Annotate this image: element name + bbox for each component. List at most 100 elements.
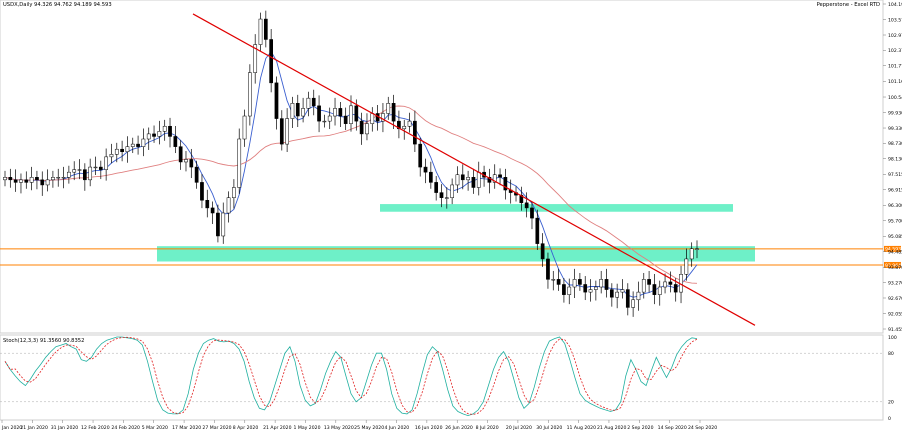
marker-price-label: 93.964 [885,263,901,269]
oscillator-tick-label: 20 [888,400,894,406]
candle-body [67,171,71,178]
candle-body [19,179,23,183]
candle-body [695,248,699,250]
candle-body [524,202,529,209]
candle-body [120,148,124,153]
candle-body [439,192,444,198]
candle-body [407,120,412,127]
candle-body [498,174,502,178]
candle-body [562,284,566,295]
candle-body [109,154,114,158]
candle-body [631,299,635,308]
candle-body [173,136,178,147]
time-tick-label: 11 Aug 2020 [567,425,597,431]
price-tick-label: 98.730 [888,141,902,147]
candle-body [8,177,13,181]
candle-body [93,166,98,169]
candle-body [237,138,242,188]
broker-label: Pepperstone - Excel RTD [817,2,880,8]
stochastic-main-line [4,336,698,417]
candle-body [625,289,630,308]
candle-body [290,103,295,119]
price-axis: 104.190 103.575 102.975 102.375 101.775 101.1… [883,2,902,333]
trendline-layer[interactable] [192,13,756,326]
candle-body [647,279,651,285]
time-tick-label: 21 Aug 2020 [597,425,627,431]
candle-body [519,194,524,204]
candle-body [471,177,476,188]
candle-body [530,207,534,219]
zone-rect [157,246,755,262]
symbol-info: USDX,Daily 94.326 94.762 94.189 94.593 [3,2,112,8]
candle-body [263,18,268,40]
candle-body [45,179,50,186]
candle-body [295,103,300,117]
candle-body [333,108,337,117]
candle-body [604,279,609,290]
candle-body [423,166,428,173]
candle-body [130,143,135,147]
candle-body [51,177,55,181]
time-tick-label: 31 Jan 2020 [51,425,79,431]
price-tick-label: 101.160 [888,79,902,85]
candle-body [194,166,199,183]
candle-body [221,212,226,237]
candle-body [3,177,7,181]
candle-body [381,113,385,122]
candle-body [205,200,210,209]
price-tick-label: 100.545 [888,95,902,101]
candle-body [136,143,140,147]
time-tick-label: 8 Apr 2020 [233,425,259,431]
candle-body [82,169,87,181]
time-tick-label: 5 Mar 2020 [142,425,168,431]
candle-body [248,72,252,117]
time-tick-label: 2 Sep 2020 [627,425,653,431]
time-tick-label: 16 Jun 2020 [415,425,443,431]
candle-body [428,171,433,183]
main-chart-frame [0,0,884,334]
time-tick-label: 21 Apr 2020 [263,425,291,431]
candle-body [274,82,279,119]
candle-body [338,108,343,117]
candle-body [114,148,119,155]
price-tick-label: 93.870 [888,265,902,271]
candle-body [13,179,18,183]
candle-body [535,217,540,244]
candle-body [168,125,172,137]
time-tick-label: 14 Sep 2020 [658,425,687,431]
candle-body [418,143,423,168]
candle-body [317,105,321,122]
candle-body [258,18,263,45]
oscillator-tick-label: 80 [888,351,894,357]
candle-body [652,284,657,295]
candle-body [636,291,641,301]
candle-body [657,286,662,295]
candle-body [487,177,492,183]
time-tick-label: 24 Feb 2020 [111,425,140,431]
candle-body [184,159,188,163]
candle-body [216,212,220,237]
trendline[interactable] [192,13,756,326]
price-tick-label: 101.775 [888,63,902,69]
candle-body [279,118,284,145]
time-tick-label: 1 May 2020 [293,425,320,431]
candle-body [540,243,545,260]
candle-body [61,177,66,179]
zone-rect [380,204,733,212]
candle-body [232,187,236,198]
candle-body [460,174,465,181]
candle-body [322,120,327,123]
time-tick-label: 12 Feb 2020 [81,425,110,431]
price-tick-label: 93.270 [888,280,902,286]
candle-body [476,171,481,188]
current-price-tag [884,245,901,252]
candle-body [556,279,561,285]
candle-body [599,279,604,288]
candle-body [200,182,204,201]
candle-body [125,146,130,153]
candle-body [311,97,316,107]
candle-body [349,105,353,124]
stochastic-oscillator: 100 80 20 0 [0,335,897,422]
